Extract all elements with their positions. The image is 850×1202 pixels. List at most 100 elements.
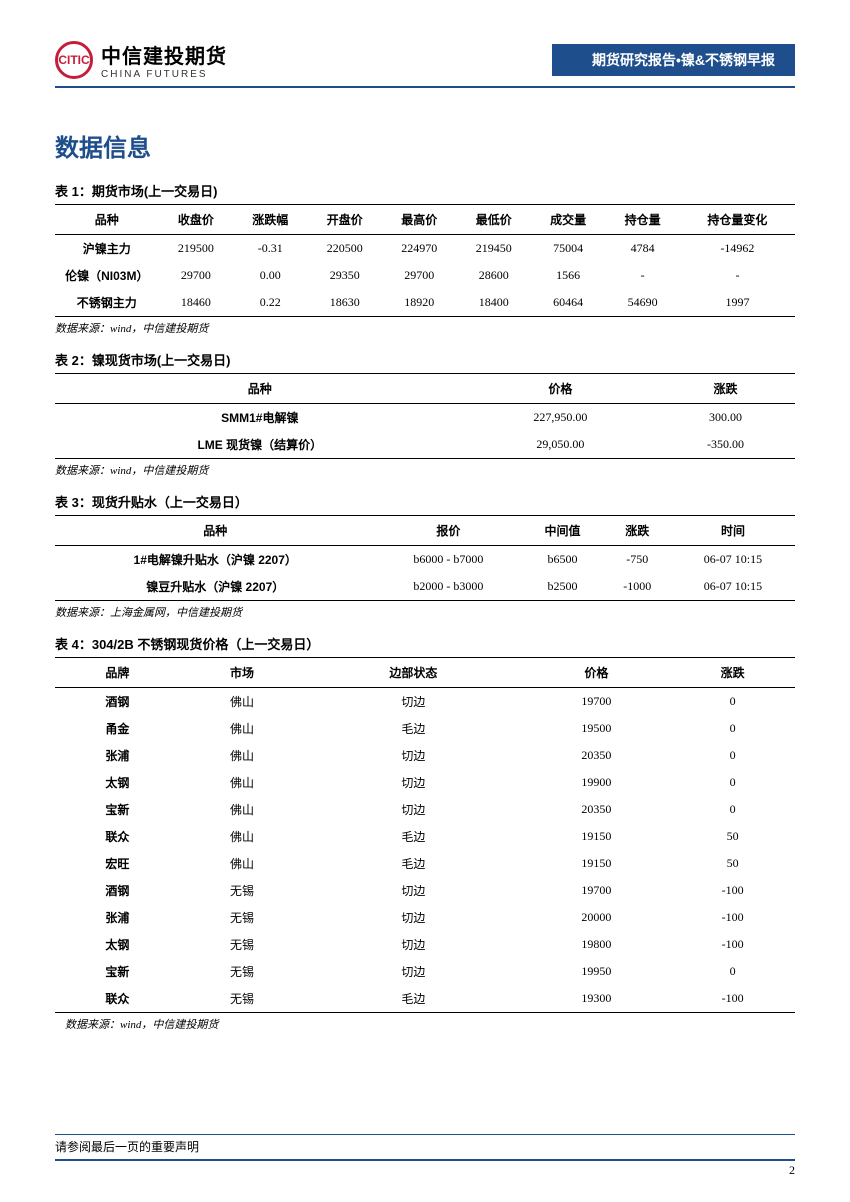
column-header: 涨跌: [656, 374, 795, 404]
table1-caption: 表 1：期货市场(上一交易日): [55, 181, 795, 200]
table-row: 宝新无锡切边199500: [55, 958, 795, 985]
table-cell: 20350: [522, 742, 670, 769]
table-cell: 0: [670, 769, 795, 796]
table-cell: 19150: [522, 823, 670, 850]
column-header: 持仓量: [605, 205, 679, 235]
table-row: SMM1#电解镍227,950.00300.00: [55, 404, 795, 432]
table-cell: 切边: [304, 931, 522, 958]
table-cell: 无锡: [180, 904, 305, 931]
table-row: LME 现货镍（结算价）29,050.00-350.00: [55, 431, 795, 459]
table-cell: 宏旺: [55, 850, 180, 877]
table-cell: 0: [670, 958, 795, 985]
column-header: 涨跌: [604, 516, 671, 546]
table-cell: 29700: [382, 262, 456, 289]
table-cell: 无锡: [180, 985, 305, 1013]
table-cell: 毛边: [304, 715, 522, 742]
table3-source: 数据来源：上海金属网，中信建投期货: [55, 604, 795, 620]
table-cell: -350.00: [656, 431, 795, 459]
table-cell: -100: [670, 877, 795, 904]
table-cell: 切边: [304, 796, 522, 823]
table-cell: 佛山: [180, 796, 305, 823]
table-cell: 1997: [680, 289, 795, 317]
table-cell: 毛边: [304, 850, 522, 877]
column-header: 市场: [180, 658, 305, 688]
table-row: 不锈钢主力184600.2218630189201840060464546901…: [55, 289, 795, 317]
table-cell: b6500: [521, 546, 603, 574]
report-header: CITIC 中信建投期货 CHINA FUTURES 期货研究报告•镍&不锈钢早…: [55, 40, 795, 88]
table-row: 宝新佛山切边203500: [55, 796, 795, 823]
table-cell: 联众: [55, 823, 180, 850]
table-cell: 切边: [304, 904, 522, 931]
table-cell: 20350: [522, 796, 670, 823]
table-cell: -: [605, 262, 679, 289]
table-cell: 06-07 10:15: [671, 573, 795, 601]
table-cell: 06-07 10:15: [671, 546, 795, 574]
table-cell: 切边: [304, 877, 522, 904]
table-cell: 毛边: [304, 823, 522, 850]
table-cell: 19700: [522, 877, 670, 904]
company-logo: CITIC 中信建投期货 CHINA FUTURES: [55, 40, 227, 80]
table-cell: -1000: [604, 573, 671, 601]
table-cell: 甬金: [55, 715, 180, 742]
table-row: 沪镍主力219500-0.312205002249702194507500447…: [55, 235, 795, 263]
table-cell: 19300: [522, 985, 670, 1013]
table-cell: b6000 - b7000: [375, 546, 521, 574]
table-cell: 佛山: [180, 850, 305, 877]
table-cell: 0: [670, 742, 795, 769]
table4-caption: 表 4：304/2B 不锈钢现货价格（上一交易日）: [55, 634, 795, 653]
table-cell: 联众: [55, 985, 180, 1013]
table-cell: 20000: [522, 904, 670, 931]
table-cell: 219500: [159, 235, 233, 263]
table1: 品种收盘价涨跌幅开盘价最高价最低价成交量持仓量持仓量变化 沪镍主力219500-…: [55, 204, 795, 317]
table1-source: 数据来源：wind，中信建投期货: [55, 320, 795, 336]
column-header: 最高价: [382, 205, 456, 235]
table-cell: 300.00: [656, 404, 795, 432]
column-header: 收盘价: [159, 205, 233, 235]
table-cell: 1566: [531, 262, 605, 289]
table-row: 太钢佛山切边199000: [55, 769, 795, 796]
table-cell: 无锡: [180, 958, 305, 985]
logo-text-cn: 中信建投期货: [101, 40, 227, 69]
table-cell: 切边: [304, 688, 522, 716]
table-cell: 佛山: [180, 715, 305, 742]
table-cell: 0.22: [233, 289, 307, 317]
table-cell: b2500: [521, 573, 603, 601]
table3-caption: 表 3：现货升贴水（上一交易日）: [55, 492, 795, 511]
table-cell: 毛边: [304, 985, 522, 1013]
column-header: 品种: [55, 374, 465, 404]
table-cell: 切边: [304, 958, 522, 985]
table-cell: 29350: [308, 262, 382, 289]
table-cell: 29,050.00: [465, 431, 656, 459]
table-row: 联众佛山毛边1915050: [55, 823, 795, 850]
table-cell: 沪镍主力: [55, 235, 159, 263]
table-cell: 佛山: [180, 688, 305, 716]
table2: 品种价格涨跌 SMM1#电解镍227,950.00300.00LME 现货镍（结…: [55, 373, 795, 459]
column-header: 涨跌幅: [233, 205, 307, 235]
column-header: 开盘价: [308, 205, 382, 235]
table-row: 甬金佛山毛边195000: [55, 715, 795, 742]
table-cell: 1#电解镍升贴水（沪镍 2207）: [55, 546, 375, 574]
column-header: 报价: [375, 516, 521, 546]
table-cell: 宝新: [55, 958, 180, 985]
column-header: 边部状态: [304, 658, 522, 688]
column-header: 价格: [522, 658, 670, 688]
table-cell: -0.31: [233, 235, 307, 263]
table-cell: 19500: [522, 715, 670, 742]
table-cell: 220500: [308, 235, 382, 263]
table-cell: 0: [670, 715, 795, 742]
table-cell: b2000 - b3000: [375, 573, 521, 601]
table-cell: 4784: [605, 235, 679, 263]
table-cell: 太钢: [55, 931, 180, 958]
table-cell: 28600: [456, 262, 530, 289]
table-cell: -750: [604, 546, 671, 574]
table-cell: 酒钢: [55, 688, 180, 716]
table-row: 镍豆升贴水（沪镍 2207）b2000 - b3000b2500-100006-…: [55, 573, 795, 601]
table4: 品牌市场边部状态价格涨跌 酒钢佛山切边197000甬金佛山毛边195000张浦佛…: [55, 657, 795, 1013]
table-cell: 佛山: [180, 823, 305, 850]
table-cell: 张浦: [55, 742, 180, 769]
logo-icon: CITIC: [55, 41, 93, 79]
table-cell: -100: [670, 985, 795, 1013]
table-cell: 0.00: [233, 262, 307, 289]
table-cell: 18460: [159, 289, 233, 317]
table-cell: 不锈钢主力: [55, 289, 159, 317]
